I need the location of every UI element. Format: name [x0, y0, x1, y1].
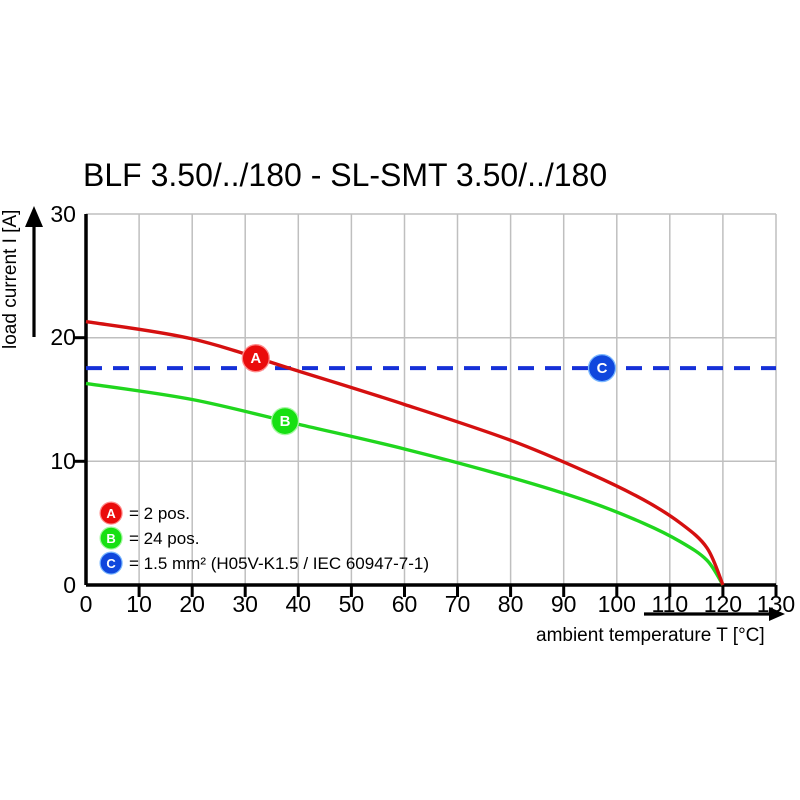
svg-text:B: B	[280, 413, 291, 430]
svg-text:A: A	[250, 350, 261, 367]
svg-text:C: C	[106, 556, 116, 571]
svg-text:C: C	[597, 360, 608, 377]
svg-text:B: B	[106, 531, 115, 546]
svg-text:A: A	[106, 506, 116, 521]
